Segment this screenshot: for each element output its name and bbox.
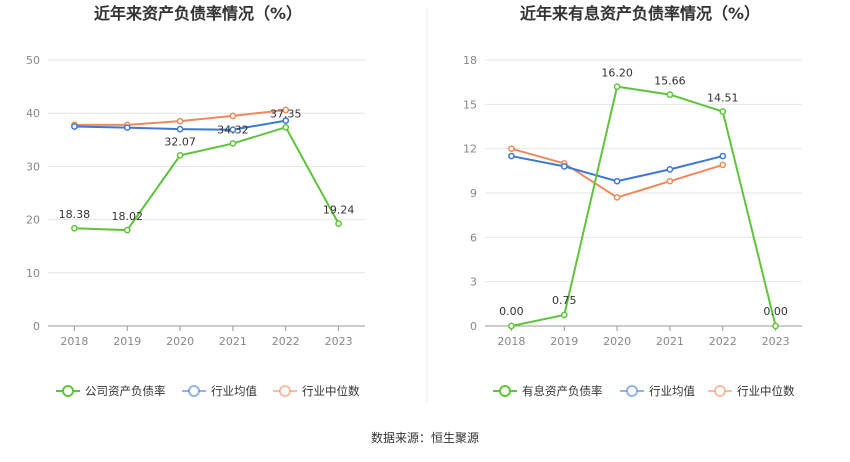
data-point: [123, 226, 131, 234]
data-point: [613, 177, 621, 185]
x-tick-label: 2018: [60, 335, 88, 348]
legend-item: 行业中位数: [708, 384, 795, 398]
data-label: 18.38: [59, 208, 91, 221]
legend-swatch-marker: [626, 385, 638, 397]
y-tick-label: 10: [26, 267, 40, 280]
y-tick-label: 0: [470, 320, 477, 333]
data-point: [71, 123, 78, 130]
y-tick-label: 18: [463, 54, 477, 67]
data-point: [229, 140, 237, 147]
x-tick-label: 2020: [603, 335, 631, 348]
data-point: [719, 161, 727, 169]
legend-swatch-marker: [279, 385, 291, 397]
y-tick-label: 9: [470, 187, 477, 200]
legend-item: 有息资产负债率: [493, 384, 603, 398]
series-line: [511, 147, 724, 199]
legend-label: 行业均值: [649, 384, 695, 398]
debt-ratio-chart: 近年来资产负债率情况（%） 0 10 20 30 40 50 2018 2019 2020 2021…: [26, 4, 365, 398]
interest-debt-ratio-chart: 近年来有息资产负债率情况（%） 0 3 6 9 12 15 18 2018 2019 2020 202…: [463, 4, 802, 398]
y-tick-label: 40: [26, 107, 40, 120]
legend-swatch-marker: [714, 385, 726, 397]
series-line: [511, 85, 777, 327]
series-line: [74, 126, 340, 232]
data-label: 37.35: [270, 107, 302, 120]
data-point: [282, 117, 290, 124]
x-tick-label: 2020: [166, 335, 194, 348]
data-point: [719, 108, 727, 115]
data-point: [229, 112, 237, 120]
data-point: [613, 83, 621, 90]
y-tick-label: 12: [463, 143, 477, 156]
x-tick-label: 2023: [762, 335, 790, 348]
series-line: [511, 155, 723, 183]
y-tick-label: 0: [33, 320, 40, 333]
legend-label: 公司资产负债率: [85, 384, 166, 398]
legend-item: 行业均值: [182, 384, 257, 398]
x-tick-label: 2019: [113, 335, 141, 348]
data-point: [282, 123, 290, 131]
data-point: [560, 163, 568, 170]
data-label: 34.32: [217, 123, 249, 136]
data-label: 16.20: [601, 67, 633, 80]
y-tick-label: 20: [26, 214, 40, 227]
x-tick-label: 2022: [272, 335, 300, 348]
legend-item: 行业均值: [620, 384, 695, 398]
x-tick-label: 2023: [325, 335, 353, 348]
y-tick-label: 3: [470, 276, 477, 289]
data-point: [772, 322, 779, 330]
data-label: 19.24: [323, 204, 355, 217]
data-label: 14.51: [707, 92, 739, 105]
data-point: [176, 117, 184, 125]
data-label: 0.00: [499, 305, 524, 318]
data-point: [508, 322, 515, 330]
data-point: [613, 194, 621, 201]
legend-label: 行业均值: [211, 384, 257, 398]
data-point: [508, 145, 515, 153]
x-tick-label: 2018: [497, 335, 525, 348]
data-label: 15.66: [654, 75, 686, 88]
data-point: [123, 124, 131, 131]
data-point: [229, 126, 237, 134]
x-tick-label: 2022: [709, 335, 737, 348]
source-note: 数据来源：恒生聚源: [371, 430, 479, 445]
data-point: [666, 91, 674, 98]
legend-swatch-marker: [499, 385, 511, 397]
data-point: [666, 177, 674, 185]
chart-title: 近年来资产负债率情况（%）: [94, 4, 302, 23]
data-point: [71, 224, 78, 232]
data-label: 32.07: [164, 135, 196, 148]
y-tick-label: 15: [463, 98, 477, 111]
legend-label: 行业中位数: [302, 384, 360, 398]
data-label: 0.00: [763, 305, 788, 318]
y-tick-label: 30: [26, 160, 40, 173]
data-label: 18.02: [112, 210, 144, 223]
y-tick-label: 50: [26, 54, 40, 67]
chart-title: 近年来有息资产负债率情况（%）: [520, 4, 760, 23]
legend-swatch-marker: [62, 385, 74, 397]
legend-item: 行业中位数: [273, 384, 360, 398]
data-point: [719, 152, 727, 160]
data-point: [176, 125, 184, 133]
data-point: [508, 152, 515, 160]
data-label: 0.75: [552, 294, 577, 307]
x-tick-label: 2019: [550, 335, 578, 348]
data-point: [282, 106, 290, 114]
x-tick-label: 2021: [656, 335, 684, 348]
legend-label: 有息资产负债率: [522, 384, 603, 398]
y-tick-label: 6: [470, 231, 477, 244]
data-point: [335, 220, 342, 227]
data-point: [666, 166, 674, 173]
legend-item: 公司资产负债率: [56, 384, 166, 398]
data-point: [560, 311, 568, 319]
legend-label: 行业中位数: [737, 384, 795, 398]
legend-swatch-marker: [188, 385, 200, 397]
data-point: [176, 152, 184, 159]
x-tick-label: 2021: [219, 335, 247, 348]
